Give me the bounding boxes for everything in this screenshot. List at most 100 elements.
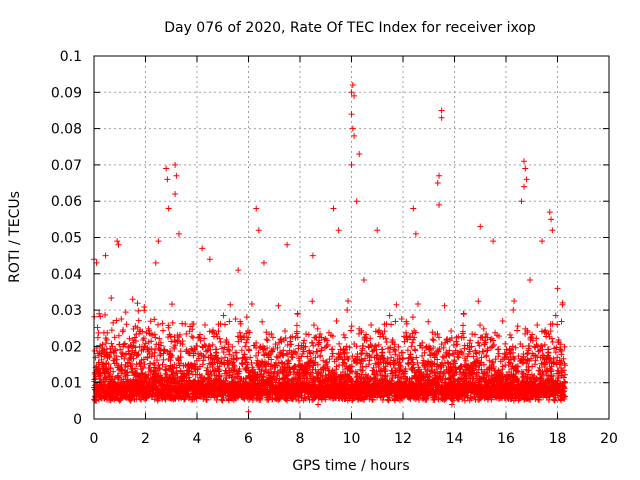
data-point xyxy=(342,366,349,373)
data-point xyxy=(190,350,197,357)
data-point xyxy=(348,323,355,330)
data-point xyxy=(224,360,231,367)
data-point xyxy=(113,353,120,360)
data-point xyxy=(345,355,352,362)
data-point xyxy=(135,351,142,358)
data-point xyxy=(216,366,223,373)
data-point xyxy=(340,359,347,366)
data-point xyxy=(314,375,321,382)
data-point xyxy=(303,330,310,337)
data-point xyxy=(213,346,220,353)
data-point xyxy=(261,359,268,366)
data-point xyxy=(97,313,104,320)
data-point xyxy=(278,338,285,345)
data-point xyxy=(328,346,335,353)
data-point xyxy=(123,321,130,328)
data-point xyxy=(409,314,416,321)
data-point xyxy=(124,369,131,376)
data-point xyxy=(283,373,290,380)
data-point xyxy=(242,343,249,350)
data-point xyxy=(408,343,415,350)
data-point xyxy=(160,356,167,363)
data-point xyxy=(258,358,265,365)
data-point xyxy=(322,344,329,351)
data-point xyxy=(293,322,300,329)
data-point xyxy=(269,334,276,341)
data-point xyxy=(222,354,229,361)
data-point xyxy=(168,338,175,345)
data-point xyxy=(161,347,168,354)
data-point xyxy=(168,352,175,359)
data-point xyxy=(182,320,189,327)
data-point xyxy=(314,325,321,332)
data-point xyxy=(226,358,233,365)
data-point xyxy=(461,397,468,404)
data-point xyxy=(430,337,437,344)
data-point xyxy=(301,337,308,344)
data-point xyxy=(183,330,190,337)
data-point xyxy=(199,361,206,368)
data-point xyxy=(135,307,142,314)
data-point xyxy=(98,350,105,357)
data-point xyxy=(290,348,297,355)
data-point xyxy=(174,338,181,345)
data-point xyxy=(295,397,302,404)
data-point xyxy=(310,350,317,357)
data-point xyxy=(347,327,354,334)
data-point xyxy=(323,359,330,366)
data-point xyxy=(167,333,174,340)
data-point xyxy=(310,342,317,349)
data-point xyxy=(238,347,245,354)
data-point xyxy=(159,361,166,368)
data-point xyxy=(392,318,399,325)
data-point xyxy=(233,354,240,361)
data-point xyxy=(121,340,128,347)
data-point xyxy=(409,339,416,346)
data-point xyxy=(111,334,118,341)
data-point xyxy=(117,346,124,353)
data-point xyxy=(202,322,209,329)
data-point xyxy=(103,336,110,343)
data-point xyxy=(317,352,324,359)
data-point xyxy=(114,374,121,381)
data-point xyxy=(254,357,261,364)
data-point xyxy=(217,339,224,346)
data-point xyxy=(174,370,181,377)
data-point xyxy=(141,307,148,314)
data-point xyxy=(177,360,184,367)
data-point xyxy=(112,347,119,354)
data-point xyxy=(348,363,355,370)
data-point xyxy=(361,355,368,362)
data-point xyxy=(460,311,467,318)
data-point xyxy=(197,337,204,344)
data-point xyxy=(275,302,282,309)
data-point xyxy=(103,351,110,358)
data-point xyxy=(190,334,197,341)
data-point xyxy=(344,307,351,314)
data-point xyxy=(108,294,115,301)
data-point xyxy=(281,361,288,368)
data-point xyxy=(164,379,171,386)
data-point xyxy=(177,354,184,361)
data-point xyxy=(236,366,243,373)
data-point xyxy=(155,321,162,328)
data-point xyxy=(244,361,251,368)
data-point xyxy=(282,367,289,374)
data-point xyxy=(398,316,405,323)
data-point xyxy=(140,335,147,342)
data-point xyxy=(477,322,484,329)
data-point xyxy=(132,365,139,372)
data-point xyxy=(105,361,112,368)
data-point xyxy=(261,368,268,375)
data-point xyxy=(270,345,277,352)
data-point xyxy=(120,341,127,348)
data-point xyxy=(473,350,480,357)
data-point xyxy=(310,362,317,369)
data-point xyxy=(151,316,158,323)
data-point xyxy=(183,346,190,353)
data-point xyxy=(510,307,517,314)
data-point xyxy=(200,344,207,351)
data-point xyxy=(341,360,348,367)
data-point xyxy=(159,320,166,327)
data-point xyxy=(206,342,213,349)
